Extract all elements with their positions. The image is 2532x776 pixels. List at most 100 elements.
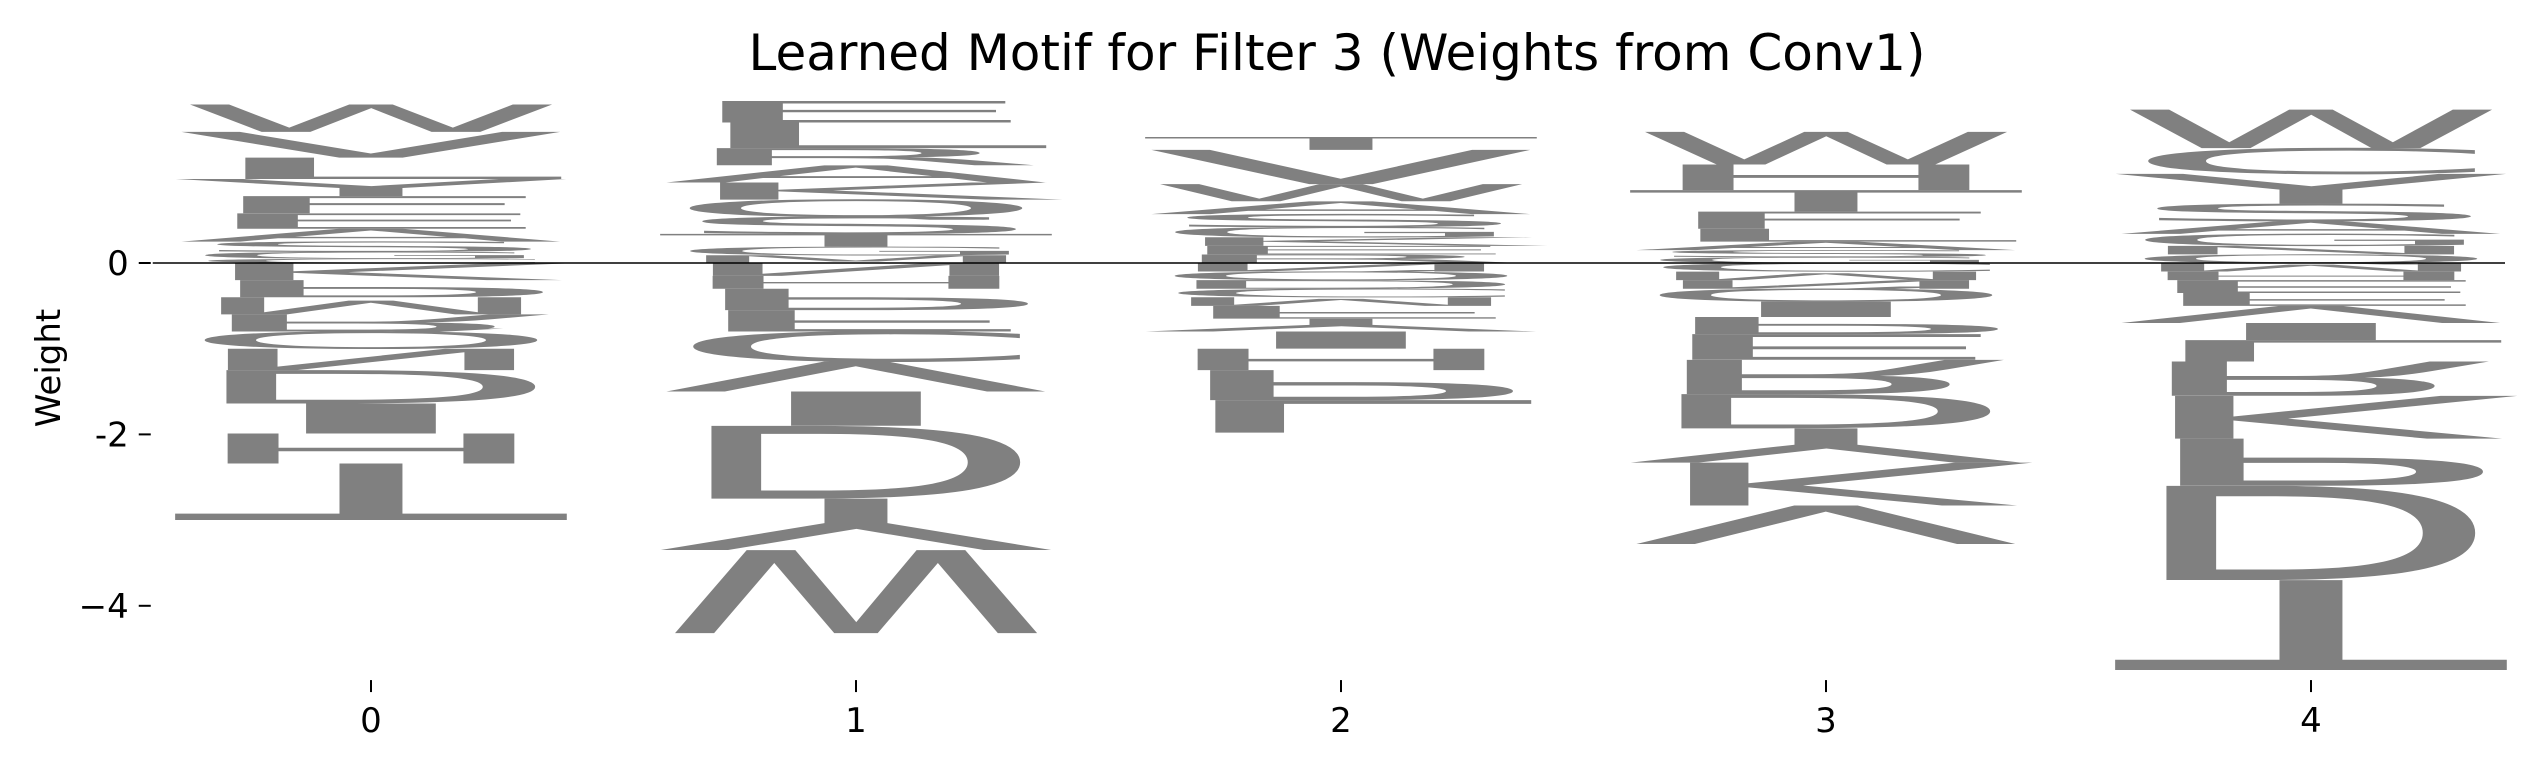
logo-letter: L [177,152,569,186]
logo-letter: C [177,258,565,265]
logo-letter: G [177,250,565,261]
logo-letter: N [2117,244,2505,258]
x-tick-label: 2 [1330,701,1352,741]
chart-title: Learned Motif for Filter 3 (Weights from… [749,24,1926,82]
logo-letter: S [662,212,1050,239]
logo-letter: R [1632,349,2020,404]
y-tick-label: 0 [107,244,129,284]
logo-letter: T [1137,134,1544,155]
logo-letter: G [1147,224,1535,240]
logo-letter: E [177,209,565,234]
logo-letter: P [1147,360,1535,408]
logo-letter: L [662,116,1054,157]
logo-letter: I [662,380,1050,435]
logo-letter: A [1147,198,1537,218]
logo-letter: V [662,352,1052,400]
logo-letter: I [2117,317,2505,344]
logo-letter: F [1632,207,2020,234]
logo-letter: P [662,282,1050,316]
logo-letter: F [2117,289,2505,310]
logo-letter: N [662,259,1050,280]
logo-letter: V [1147,141,1537,196]
logo-letter: E [1632,326,2020,367]
logo-letter: I [177,394,565,442]
logo-letter: Y [1137,315,1544,336]
x-tick-label: 3 [1815,701,1837,741]
logo-letter: E [662,95,1050,129]
logo-letter: G [2117,231,2505,250]
logo-letter: M [1147,294,1535,308]
logo-letter: M [1632,269,2020,283]
logo-letter: K [662,178,1069,205]
y-tick-label: -2 [95,415,129,455]
logo-letter: A [177,225,567,245]
logo-letter: C [2117,141,2505,182]
logo-letter: H [1632,158,2020,199]
logo-letter: F [177,191,565,218]
logo-letter: E [2117,276,2505,296]
logo-letter: Y [167,174,574,201]
y-axis-label: Weight [29,309,69,427]
logo-letter: Q [662,195,1050,222]
y-tick-label: −4 [79,587,129,627]
logo-letter: C [1147,286,1535,300]
logo-letter: T [167,445,574,535]
logo-letter: Q [1147,269,1535,283]
logo-letter: L [1147,390,1539,442]
logo-letter: S [1147,211,1535,231]
logo-letter: H [2117,269,2505,283]
logo-letter: E [1147,244,1535,258]
logo-letter: R [2117,350,2505,405]
logo-letter: T [2107,551,2514,695]
logo-letter: C [662,322,1050,370]
logo-letter: Y [652,482,1059,564]
logo-letter: Q [1632,285,2020,306]
logo-letter: W [1147,180,1535,207]
logo-letter: N [1632,277,2020,291]
logo-letter: F [662,303,1050,337]
logo-letter: H [662,272,1050,293]
logo-letter: L [2117,333,2509,367]
logo-letter: M [177,292,565,319]
logo-letter: A [662,161,1052,188]
logo-letter: P [2117,423,2505,498]
logo-letter: F [1147,302,1535,323]
logo-letter: T [652,230,1059,251]
logo-letter: W [177,97,565,141]
logo-letter: V [1632,493,2022,555]
logo-letter: D [662,402,1050,518]
logo-letter: K [1147,235,1554,249]
logo-letter: A [2117,218,2507,238]
logo-letter: S [2117,199,2505,226]
logo-letter: W [2117,99,2505,161]
logo-letter: S [177,239,565,255]
logo-letter: R [662,144,1050,171]
logo-letter: P [177,275,565,302]
logo-letter: D [1147,277,1535,291]
logo-letter: Y [1622,417,2029,472]
x-tick-label: 0 [360,701,382,741]
logo-letter: L [1632,225,2024,245]
logo-letter: Q [177,326,565,353]
logo-letter: G [1632,255,2020,265]
logo-letter: K [177,257,584,284]
logo-letter: N [177,342,565,376]
logo-letter: H [177,424,565,472]
logo-letter: A [1632,239,2022,253]
logo-letter: T [1622,184,2029,218]
logo-letter: I [1147,326,1535,353]
logo-letter: W [1632,123,2020,175]
logo-letter: D [177,359,565,412]
logo-letter: K [1632,449,2039,517]
logo-letter: R [177,309,565,336]
x-tick-label: 4 [2300,701,2322,741]
logo-letter: V [177,125,567,166]
logo-letter: W [662,523,1050,655]
logo-letter: S [1632,248,2020,259]
logo-letter: G [662,244,1050,258]
logo-letter: P [1632,311,2020,338]
x-tick-label: 1 [845,701,867,741]
logo-letter: Y [2107,166,2514,214]
logo-letter: V [2117,300,2507,327]
